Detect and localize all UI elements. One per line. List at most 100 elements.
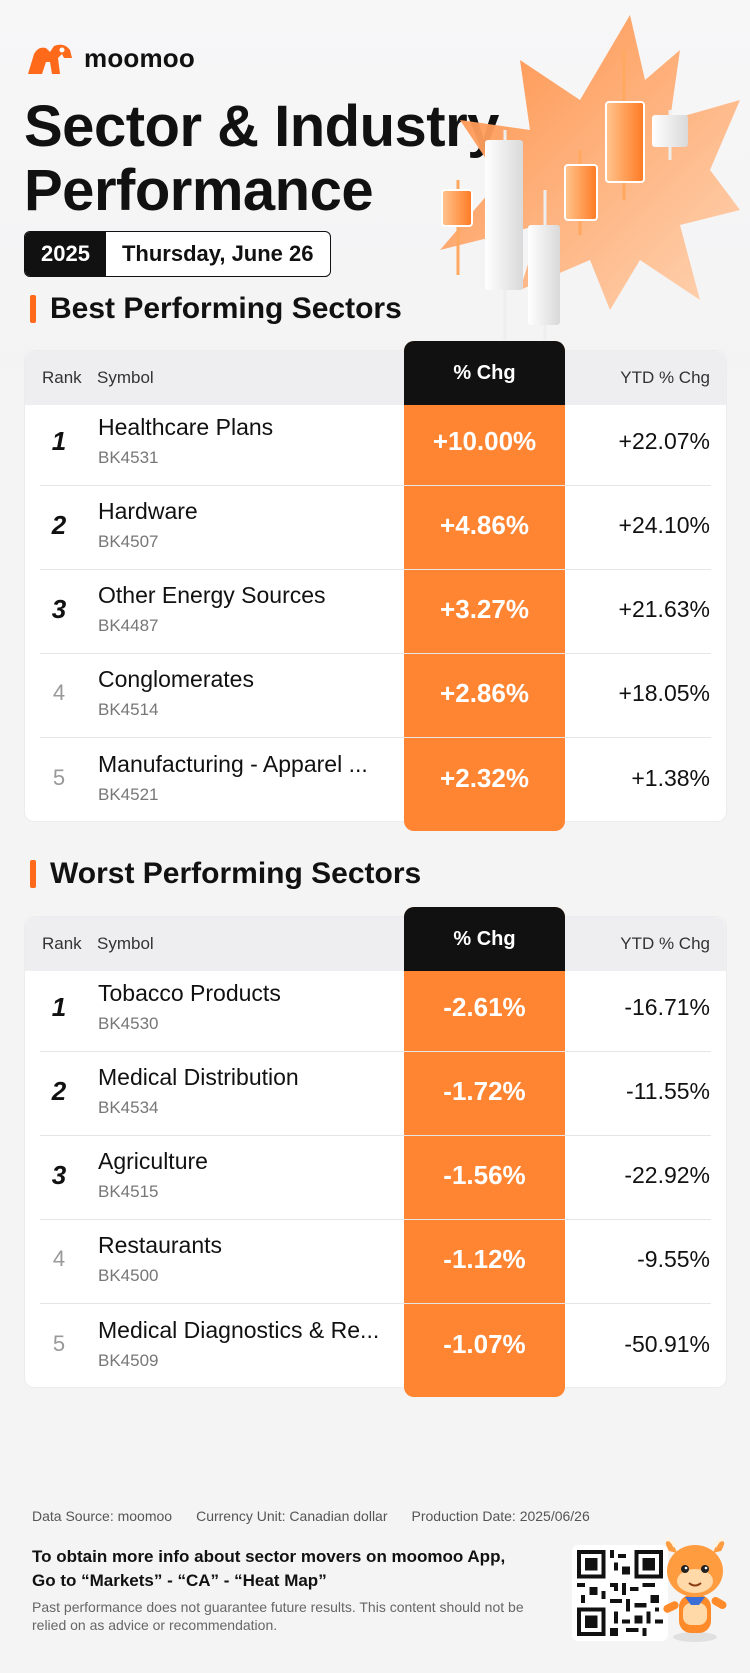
- col-rank-header: Rank: [42, 368, 82, 387]
- chg-value: -1.12%: [443, 1244, 526, 1274]
- moomoo-mascot-icon: [663, 1537, 727, 1642]
- ytd-value: +1.38%: [631, 765, 710, 791]
- sector-code: BK4534: [98, 1098, 159, 1117]
- chg-value: +10.00%: [432, 426, 537, 456]
- table-row[interactable]: 3 Agriculture BK4515 -1.56% -22.92%: [25, 1130, 726, 1220]
- row-divider: [40, 1051, 711, 1052]
- sector-code: BK4509: [98, 1351, 159, 1370]
- chg-value: -1.56%: [443, 1160, 526, 1190]
- sector-code: BK4514: [98, 700, 159, 719]
- table-row[interactable]: 3 Other Energy Sources BK4487 +3.27% +21…: [25, 564, 726, 654]
- table-row[interactable]: 2 Hardware BK4507 +4.86% +24.10%: [25, 480, 726, 570]
- cta-line-2: Go to “Markets” - “CA” - “Heat Map”: [32, 1571, 327, 1590]
- table-header: Rank Symbol YTD % Chg: [25, 351, 726, 405]
- table-row[interactable]: 1 Healthcare Plans BK4531 +10.00% +22.07…: [25, 396, 726, 486]
- worst-section-title: Worst Performing Sectors: [50, 857, 422, 890]
- maple-leaf-candlestick-illustration: [440, 15, 740, 340]
- rank-value: 1: [51, 426, 67, 456]
- sector-name: Conglomerates: [98, 666, 254, 692]
- title-line-2: Performance: [24, 158, 374, 223]
- chg-value: +2.32%: [440, 763, 529, 793]
- rank-value: 3: [51, 594, 67, 624]
- hero-banner: moomoo Sector & Industry Performance 202…: [0, 0, 750, 375]
- ytd-value: -50.91%: [624, 1331, 710, 1357]
- worst-sectors-table: Rank Symbol YTD % Chg % Chg 1 Tobacco Pr…: [24, 907, 727, 1397]
- chg-value: -1.07%: [443, 1329, 526, 1359]
- rank-value: 4: [52, 680, 66, 705]
- worst-section-header: Worst Performing Sectors: [30, 857, 421, 891]
- qr-code[interactable]: [572, 1545, 668, 1641]
- data-source-label: Data Source: moomoo: [32, 1508, 173, 1524]
- sector-name: Agriculture: [98, 1148, 208, 1174]
- sector-name: Manufacturing - Apparel ...: [98, 751, 368, 777]
- sector-code: BK4531: [98, 448, 159, 467]
- date-badge: 2025 Thursday, June 26: [24, 231, 331, 277]
- table-row[interactable]: 4 Conglomerates BK4514 +2.86% +18.05%: [25, 648, 726, 738]
- ytd-value: +21.63%: [618, 596, 710, 622]
- rank-value: 5: [52, 1331, 66, 1356]
- rank-value: 4: [52, 1246, 66, 1271]
- col-ytd-header: YTD % Chg: [620, 368, 710, 387]
- qr-code-icon: [577, 1550, 663, 1636]
- sector-name: Hardware: [98, 498, 198, 524]
- row-divider: [40, 1135, 711, 1136]
- year-label: 2025: [25, 232, 106, 276]
- sector-name: Tobacco Products: [98, 980, 281, 1006]
- disclaimer: Past performance does not guarantee futu…: [32, 1599, 524, 1633]
- col-chg-header: % Chg: [404, 907, 565, 971]
- production-date-label: Production Date: 2025/06/26: [411, 1508, 590, 1524]
- best-sectors-table: Rank Symbol YTD % Chg % Chg 1 Healthcare…: [24, 341, 727, 831]
- table-row[interactable]: 5 Medical Diagnostics & Re... BK4509 -1.…: [25, 1299, 726, 1389]
- row-divider: [40, 737, 711, 738]
- rank-value: 1: [51, 992, 67, 1022]
- date-label: Thursday, June 26: [121, 241, 314, 266]
- chg-value: +3.27%: [440, 594, 529, 624]
- row-divider: [40, 1219, 711, 1220]
- currency-label: Currency Unit: Canadian dollar: [196, 1508, 388, 1524]
- sector-code: BK4515: [98, 1182, 159, 1201]
- ytd-value: +18.05%: [618, 680, 710, 706]
- sector-code: BK4500: [98, 1266, 159, 1285]
- sector-name: Medical Diagnostics & Re...: [98, 1317, 380, 1343]
- page-title: Sector & Industry Performance: [24, 95, 499, 223]
- chg-value: -1.72%: [443, 1076, 526, 1106]
- chg-column-highlight: % Chg: [404, 907, 565, 1397]
- ytd-value: -11.55%: [626, 1078, 710, 1104]
- col-rank-header: Rank: [42, 934, 82, 953]
- best-section-header: Best Performing Sectors: [30, 292, 402, 326]
- sector-name: Other Energy Sources: [98, 582, 326, 608]
- rank-value: 3: [51, 1160, 67, 1190]
- best-section-title: Best Performing Sectors: [50, 292, 402, 325]
- table-row[interactable]: 1 Tobacco Products BK4530 -2.61% -16.71%: [25, 962, 726, 1052]
- sector-name: Healthcare Plans: [98, 414, 274, 440]
- table-row[interactable]: 2 Medical Distribution BK4534 -1.72% -11…: [25, 1046, 726, 1136]
- chg-value: +2.86%: [440, 678, 529, 708]
- sector-code: BK4521: [98, 785, 159, 804]
- table-row[interactable]: 4 Restaurants BK4500 -1.12% -9.55%: [25, 1214, 726, 1304]
- title-line-1: Sector & Industry: [24, 94, 499, 159]
- table-header: Rank Symbol YTD % Chg: [25, 917, 726, 971]
- sector-name: Restaurants: [98, 1232, 223, 1258]
- chg-value: +4.86%: [440, 510, 529, 540]
- row-divider: [40, 1303, 711, 1304]
- ytd-value: -9.55%: [637, 1246, 710, 1272]
- sector-code: BK4507: [98, 532, 159, 551]
- footer-meta: Data Source: moomoo Currency Unit: Canad…: [32, 1508, 590, 1524]
- rank-value: 5: [52, 765, 66, 790]
- sector-code: BK4487: [98, 616, 159, 635]
- sector-name: Medical Distribution: [98, 1064, 299, 1090]
- row-divider: [40, 653, 711, 654]
- ytd-value: +24.10%: [618, 512, 710, 538]
- section-accent-bar: [30, 295, 36, 323]
- ytd-value: -22.92%: [624, 1162, 710, 1188]
- cta-line-1: To obtain more info about sector movers …: [32, 1547, 506, 1566]
- brand-name: moomoo: [84, 42, 195, 73]
- rank-value: 2: [51, 1076, 67, 1106]
- row-divider: [40, 569, 711, 570]
- ytd-value: +22.07%: [618, 428, 710, 454]
- ytd-value: -16.71%: [624, 994, 710, 1020]
- col-symbol-header: Symbol: [97, 368, 154, 387]
- table-row[interactable]: 5 Manufacturing - Apparel ... BK4521 +2.…: [25, 733, 726, 823]
- col-ytd-header: YTD % Chg: [620, 934, 710, 953]
- section-accent-bar: [30, 860, 36, 888]
